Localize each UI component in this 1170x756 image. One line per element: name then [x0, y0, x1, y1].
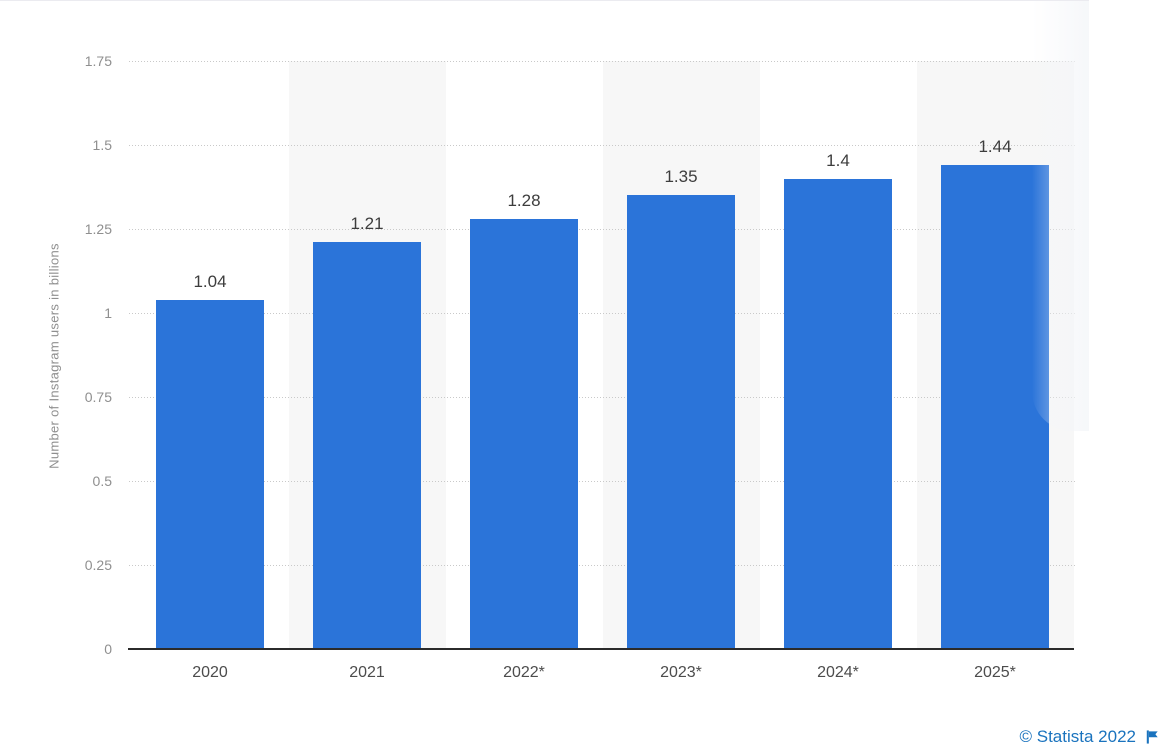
- gridline: [128, 481, 1077, 482]
- gridline: [128, 565, 1077, 566]
- y-tick-label: 1.25: [84, 221, 112, 237]
- bar-value-label: 1.28: [507, 190, 541, 210]
- bar[interactable]: [941, 165, 1049, 649]
- bar[interactable]: [156, 299, 264, 649]
- bar[interactable]: [313, 242, 421, 649]
- bar-value-label: 1.44: [978, 137, 1012, 157]
- x-axis-category-label: 2022*: [503, 664, 545, 681]
- x-axis-category-label: 2020: [192, 664, 228, 681]
- y-tick-label: 0.25: [84, 557, 112, 573]
- y-tick-label: 1: [104, 305, 112, 321]
- x-axis-category-label: 2024*: [817, 664, 859, 681]
- x-axis-category-label: 2023*: [660, 664, 702, 681]
- widget-top-border: [0, 0, 1089, 1]
- x-axis-line: [128, 648, 1074, 650]
- y-tick-label: 1.5: [92, 137, 112, 153]
- flag-icon[interactable]: [1145, 729, 1160, 745]
- gridline: [128, 397, 1077, 398]
- statista-attribution[interactable]: © Statista 2022: [1020, 727, 1161, 747]
- y-tick-label: 0.75: [84, 389, 112, 405]
- x-axis-category-label: 2025*: [974, 664, 1016, 681]
- bar[interactable]: [627, 195, 735, 649]
- y-axis-title: Number of Instagram users in billions: [46, 243, 62, 469]
- bar-value-label: 1.35: [664, 167, 698, 187]
- bar[interactable]: [470, 218, 578, 649]
- bar-value-label: 1.21: [350, 214, 384, 234]
- gridline: [128, 145, 1077, 146]
- statista-copyright-link[interactable]: © Statista 2022: [1019, 727, 1137, 746]
- y-tick-label: 0.5: [92, 473, 112, 489]
- bar-value-label: 1.04: [193, 271, 227, 291]
- bar-value-label: 1.4: [826, 150, 850, 170]
- gridline: [128, 229, 1077, 230]
- gridline: [128, 313, 1077, 314]
- x-axis-category-label: 2021: [349, 664, 385, 681]
- bar[interactable]: [784, 178, 892, 649]
- y-tick-label: 0: [104, 641, 112, 657]
- y-tick-label: 1.75: [84, 53, 112, 69]
- gridline: [128, 61, 1077, 62]
